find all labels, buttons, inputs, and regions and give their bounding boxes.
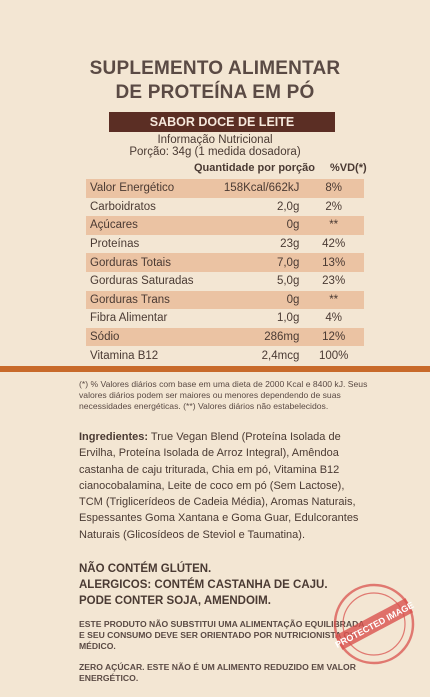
table-row: Gorduras Trans 0g **: [86, 290, 364, 310]
nutrient-name: Sódio: [86, 327, 208, 347]
nutrient-name: Valor Energético: [86, 179, 208, 198]
nutrient-quantity: 0g: [207, 216, 304, 235]
column-header-quantity: Quantidade por porção: [194, 162, 316, 174]
table-row: Vitamina B12 2,4mcg 100%: [86, 346, 364, 365]
nutrient-quantity: 2,0g: [276, 200, 300, 213]
nutrient-vd: 42%: [322, 238, 346, 251]
nutrient-vd: **: [303, 290, 364, 310]
traces-warning: PODE CONTER SOJA, AMENDOIM.: [79, 595, 271, 607]
ingredients-block: Ingredientes: True Vegan Blend (Proteína…: [79, 429, 369, 543]
nutrient-name: Gorduras Saturadas: [90, 275, 194, 288]
table-row: Gorduras Saturadas 5,0g 23%: [86, 272, 364, 291]
nutrient-name: Fibra Alimentar: [90, 312, 168, 325]
nutrient-quantity: 23g: [280, 238, 300, 251]
nutrient-name: Gorduras Trans: [86, 290, 208, 310]
nutrient-quantity: 0g: [207, 290, 304, 310]
table-row: Fibra Alimentar 1,0g 4%: [86, 309, 364, 328]
nutrient-name: Gorduras Totais: [86, 253, 208, 272]
flavor-banner: SABOR DOCE DE LEITE: [109, 112, 335, 132]
nutrient-name: Proteínas: [90, 238, 140, 251]
nutrient-vd: 2%: [325, 200, 342, 213]
consumption-notice: ESTE PRODUTO NÃO SUBSTITUI UMA ALIMENTAÇ…: [79, 619, 365, 651]
nutrient-vd: 100%: [318, 349, 349, 362]
table-row: Proteínas 23g 42%: [86, 235, 364, 254]
gluten-warning: NÃO CONTÉM GLÚTEN.: [79, 563, 212, 575]
table-row: Valor Energético 158Kcal/662kJ 8%: [86, 179, 364, 198]
table-row: Gorduras Totais 7,0g 13%: [86, 253, 364, 272]
nutrient-quantity: 1,0g: [276, 312, 300, 325]
product-title-line2: DE PROTEÍNA EM PÓ: [115, 82, 315, 103]
nutrition-info-heading: Informação Nutricional: [157, 134, 273, 146]
table-row: Açúcares 0g **: [86, 216, 364, 235]
allergen-warning: ALERGICOS: CONTÉM CASTANHA DE CAJU.: [79, 579, 328, 591]
nutrient-quantity: 7,0g: [207, 253, 304, 272]
allergen-warnings: NÃO CONTÉM GLÚTEN. ALERGICOS: CONTÉM CAS…: [79, 561, 369, 609]
nutrient-quantity: 158Kcal/662kJ: [207, 179, 304, 198]
ingredients-text: True Vegan Blend (Proteína Isolada de Er…: [79, 431, 359, 541]
nutrient-quantity: 5,0g: [276, 275, 300, 288]
nutrient-vd: 12%: [303, 327, 364, 347]
nutrient-vd: **: [303, 216, 364, 235]
protected-image-stamp: PROTECTED IMAGE: [333, 583, 415, 665]
nutrient-vd: 13%: [303, 253, 364, 272]
product-title-line1: SUPLEMENTO ALIMENTAR: [89, 58, 341, 79]
nutrient-name: Carboidratos: [90, 200, 156, 213]
column-header-vd: %VD(*): [330, 162, 367, 174]
ingredients-label: Ingredientes:: [79, 431, 149, 443]
nutrient-vd: 23%: [322, 275, 346, 288]
nutrient-quantity: 2,4mcg: [261, 349, 300, 362]
nutrient-quantity: 286mg: [207, 327, 304, 347]
table-row: Carboidratos 2,0g 2%: [86, 198, 364, 217]
portion-size: Porção: 34g (1 medida dosadora): [129, 146, 301, 158]
divider-stripe: [0, 366, 430, 372]
nutrient-name: Vitamina B12: [90, 349, 159, 362]
daily-values-footnote: (*) % Valores diários com base em uma di…: [79, 379, 368, 411]
nutrient-vd: 4%: [325, 312, 342, 325]
stamp-label: PROTECTED IMAGE: [333, 600, 415, 650]
nutrition-table: Valor Energético 158Kcal/662kJ 8% Carboi…: [86, 179, 364, 365]
nutrient-name: Açúcares: [86, 216, 208, 235]
sugar-notice: ZERO AÇÚCAR. ESTE NÃO É UM ALIMENTO REDU…: [79, 662, 356, 683]
nutrient-vd: 8%: [303, 179, 364, 198]
table-row: Sódio 286mg 12%: [86, 327, 364, 347]
